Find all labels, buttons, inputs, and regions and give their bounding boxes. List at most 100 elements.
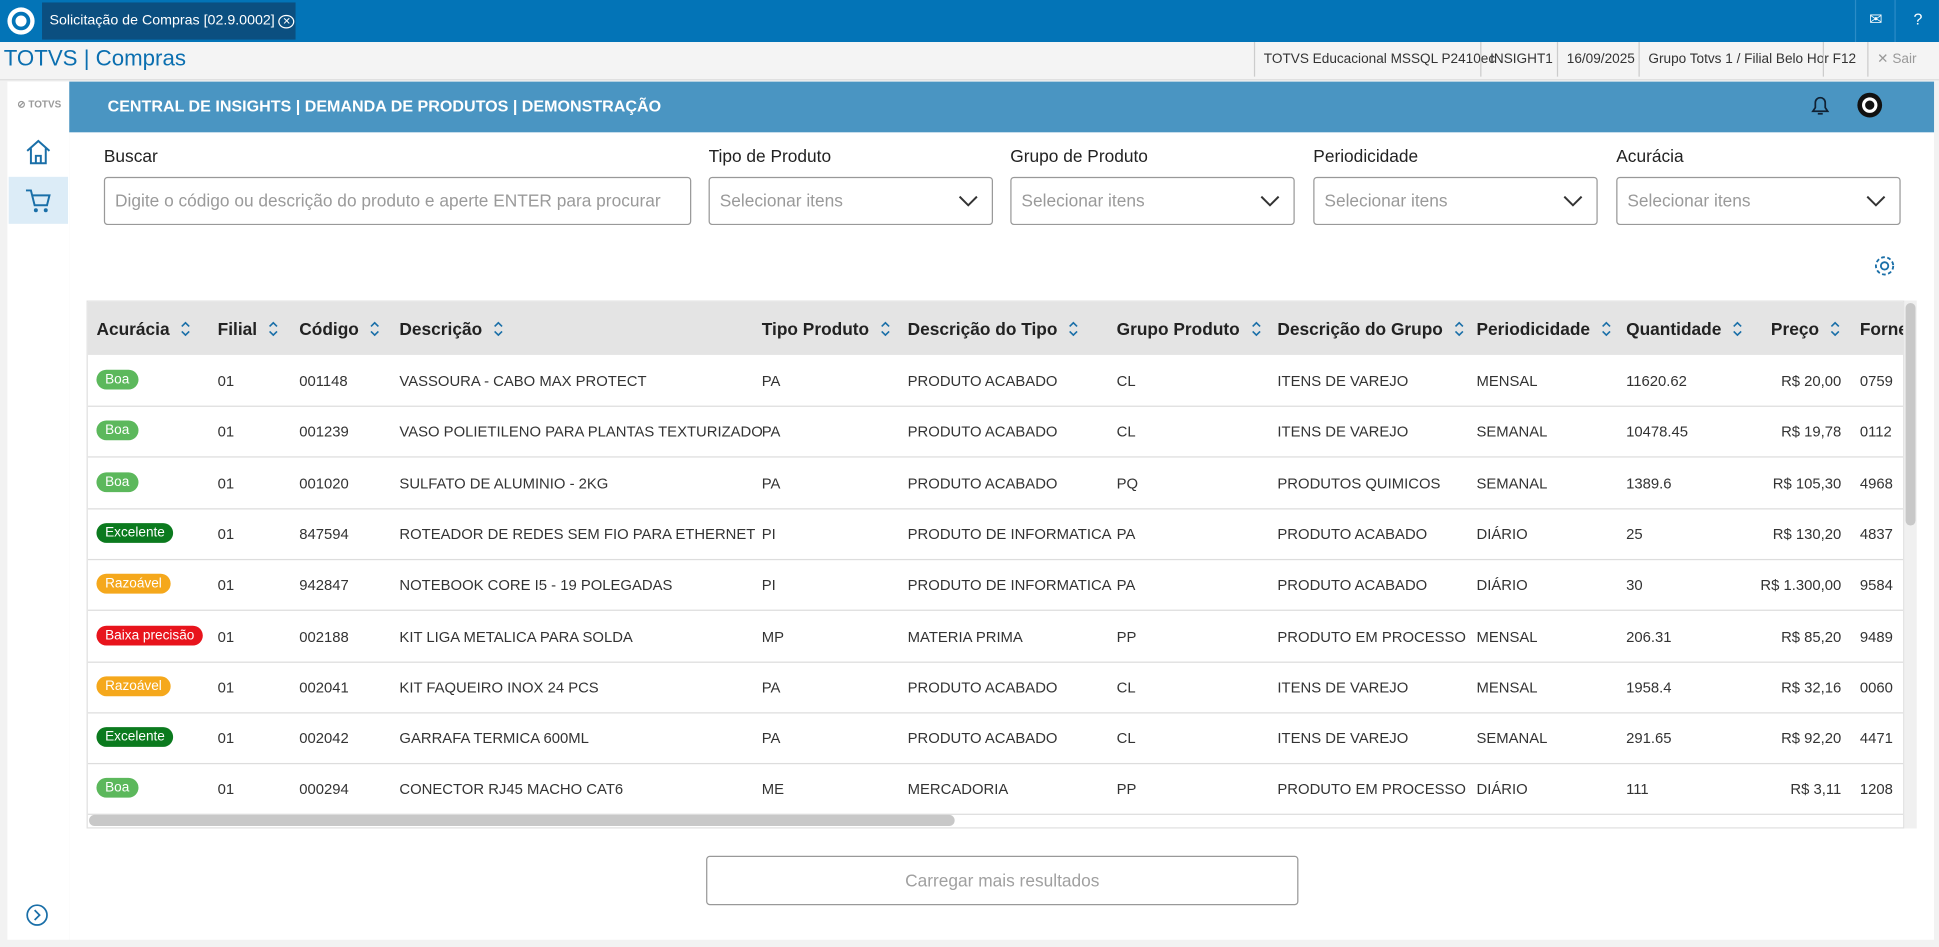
filter-select[interactable]: Selecionar itens — [1313, 176, 1598, 226]
table-cell: 000294 — [299, 780, 349, 799]
table-cell: MENSAL — [1476, 678, 1538, 696]
accuracy-badge: Boa — [96, 420, 138, 441]
table-cell: PA — [761, 678, 781, 696]
cart-icon[interactable] — [25, 187, 52, 214]
sort-icon[interactable] — [1250, 321, 1262, 337]
table-row — [87, 457, 1904, 509]
table-cell: PRODUTO ACABADO — [1277, 525, 1428, 543]
table-cell: PA — [761, 423, 781, 441]
table-cell: 01 — [217, 576, 235, 594]
filter-select[interactable]: Selecionar itens — [708, 176, 993, 226]
filter-select[interactable]: Selecionar itens — [1616, 176, 1901, 226]
sort-icon[interactable] — [180, 321, 192, 337]
column-title: Acurácia — [96, 319, 170, 339]
table-cell: 9584 — [1859, 576, 1893, 594]
column-header[interactable]: Descrição do Grupo — [1277, 319, 1465, 339]
table-cell: KIT LIGA METALICA PARA SOLDA — [399, 627, 633, 645]
bell-icon[interactable] — [1808, 93, 1833, 118]
table-cell: 847594 — [299, 525, 349, 543]
table-row — [87, 712, 1904, 765]
column-header[interactable]: Periodicidade — [1477, 319, 1613, 339]
table-cell: ITENS DE VAREJO — [1277, 423, 1409, 441]
accuracy-badge: Boa — [96, 778, 138, 799]
sort-icon[interactable] — [1600, 321, 1612, 337]
search-input[interactable]: Digite o código ou descrição do produto … — [103, 176, 692, 226]
sort-icon[interactable] — [267, 321, 279, 337]
help-icon[interactable]: ? — [1894, 0, 1939, 43]
table-cell: 0060 — [1859, 678, 1893, 696]
table-cell: R$ 19,78 — [1781, 423, 1842, 441]
tab-title: Solicitação de Compras [02.9.0002] — [49, 13, 275, 29]
column-title: Periodicidade — [1476, 319, 1591, 339]
column-header[interactable]: Tipo Produto — [762, 319, 892, 339]
column-header[interactable]: Acurácia — [96, 319, 191, 339]
table-cell: 30 — [1626, 576, 1643, 594]
column-title: Descrição do Grupo — [1277, 319, 1443, 339]
table-cell: PRODUTO ACABADO — [907, 423, 1058, 441]
status-item: 16/09/2025 — [1556, 42, 1644, 77]
column-header[interactable]: Descrição — [399, 319, 504, 339]
table-cell: R$ 105,30 — [1772, 474, 1842, 492]
table-cell: ITENS DE VAREJO — [1277, 372, 1409, 390]
table-cell: PRODUTO ACABADO — [907, 678, 1058, 696]
column-header[interactable]: Grupo Produto — [1117, 319, 1262, 339]
table-cell: 002041 — [299, 678, 349, 696]
table-cell: 002188 — [299, 627, 349, 645]
filter-label: Grupo de Produto — [1010, 145, 1148, 166]
sort-icon[interactable] — [492, 321, 504, 337]
expand-icon[interactable] — [25, 903, 50, 928]
table-cell: 01 — [217, 474, 235, 492]
table-cell: PRODUTO DE INFORMATICA — [907, 576, 1112, 594]
v-scroll-thumb[interactable] — [1905, 302, 1916, 526]
table-cell: KIT FAQUEIRO INOX 24 PCS — [399, 678, 599, 696]
table-cell: PA — [1116, 525, 1136, 543]
sort-icon[interactable] — [369, 321, 381, 337]
column-header[interactable]: Código — [299, 319, 381, 339]
select-placeholder: Selecionar itens — [1324, 190, 1448, 211]
accuracy-badge: Excelente — [96, 522, 174, 543]
table-cell: PRODUTO ACABADO — [907, 372, 1058, 390]
table-cell: 4837 — [1859, 525, 1893, 543]
sort-icon[interactable] — [1067, 321, 1079, 337]
sort-icon[interactable] — [1731, 321, 1743, 337]
sort-icon[interactable] — [879, 321, 891, 337]
column-title: Descrição do Tipo — [907, 319, 1058, 339]
table-row — [87, 661, 1904, 714]
table-cell: CL — [1116, 372, 1136, 390]
table-cell: 1389.6 — [1626, 474, 1672, 492]
table-cell: 0112 — [1859, 423, 1892, 441]
sort-icon[interactable] — [1829, 321, 1841, 337]
chevron — [1260, 195, 1280, 207]
table-cell: 001148 — [299, 372, 348, 390]
table-cell: MERCADORIA — [907, 780, 1009, 799]
table-cell: MENSAL — [1476, 372, 1538, 390]
column-header[interactable]: Quantidade — [1626, 319, 1743, 339]
table-cell: MP — [761, 627, 785, 645]
table-cell: SULFATO DE ALUMINIO - 2KG — [399, 474, 609, 492]
column-header[interactable]: Descrição do Tipo — [908, 319, 1080, 339]
window-tab[interactable]: Solicitação de Compras [02.9.0002] ✕ — [42, 2, 296, 40]
table-cell: PRODUTO EM PROCESSO — [1277, 627, 1466, 645]
accuracy-cell: Boa — [96, 420, 138, 441]
accuracy-cell: Excelente — [96, 522, 174, 543]
column-header[interactable]: Filial — [218, 319, 280, 339]
sort-icon[interactable] — [1453, 321, 1465, 337]
table-cell: 01 — [217, 423, 235, 441]
table-cell: 11620.62 — [1626, 372, 1687, 390]
user-avatar[interactable] — [1856, 92, 1883, 119]
table-cell: R$ 130,20 — [1772, 525, 1842, 543]
table-cell: 0759 — [1859, 372, 1893, 390]
filter-select[interactable]: Selecionar itens — [1010, 176, 1295, 226]
column-title: Código — [299, 319, 359, 339]
column-header[interactable]: Forne — [1860, 319, 1903, 339]
exit-button[interactable]: ✕ Sair — [1867, 42, 1925, 77]
mail-icon[interactable]: ✉ — [1854, 0, 1896, 43]
settings-icon[interactable] — [1872, 254, 1897, 279]
accuracy-badge: Razoável — [96, 676, 171, 696]
h-scroll-thumb[interactable] — [89, 814, 955, 827]
load-more-button[interactable]: Carregar mais resultados — [706, 855, 1299, 906]
column-header[interactable]: Preço — [1771, 319, 1841, 339]
table-cell: CL — [1116, 678, 1136, 696]
home-icon[interactable] — [25, 138, 52, 165]
